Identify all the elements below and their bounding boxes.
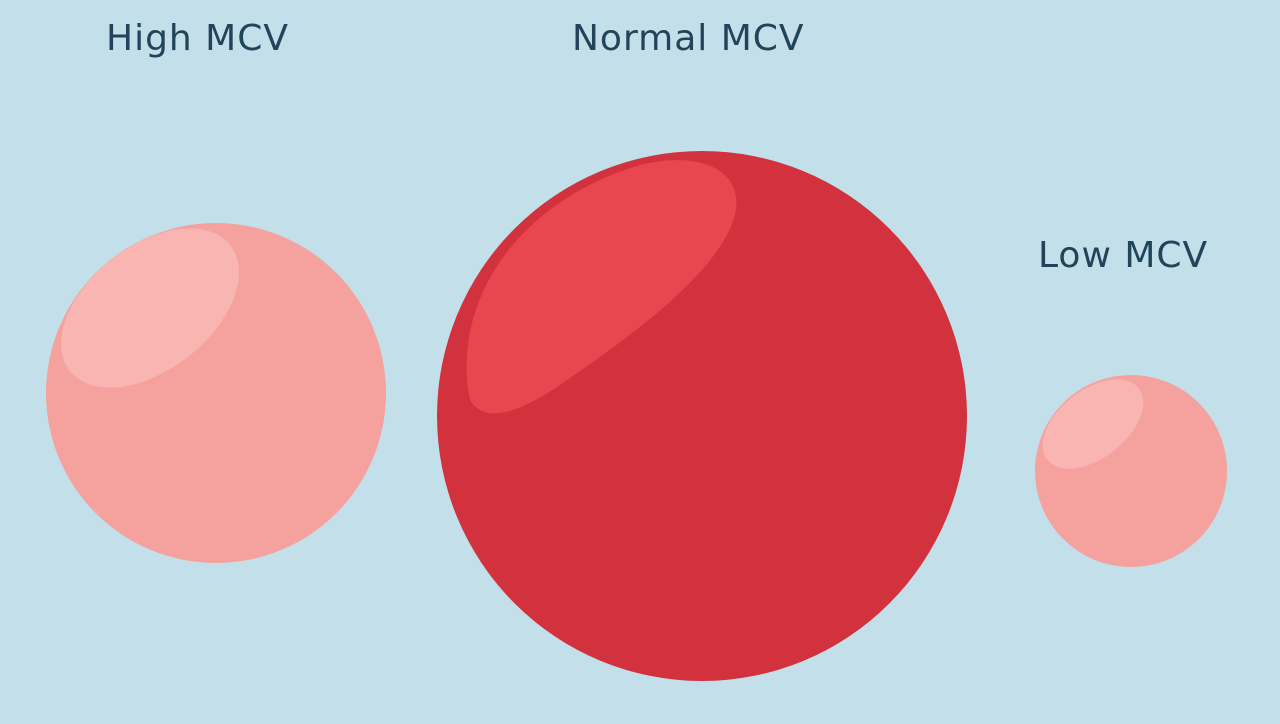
normal-mcv-label: Normal MCV — [572, 18, 805, 59]
high-mcv-label: High MCV — [106, 18, 290, 59]
low-mcv-label: Low MCV — [1038, 235, 1209, 276]
high-mcv-cell — [46, 223, 386, 563]
low-mcv-cell — [1035, 375, 1227, 567]
normal-mcv-cell — [437, 151, 967, 681]
high-mcv-cell-highlight — [61, 228, 239, 388]
normal-mcv-cell-highlight — [466, 160, 737, 414]
low-mcv-cell-highlight — [1042, 379, 1144, 469]
